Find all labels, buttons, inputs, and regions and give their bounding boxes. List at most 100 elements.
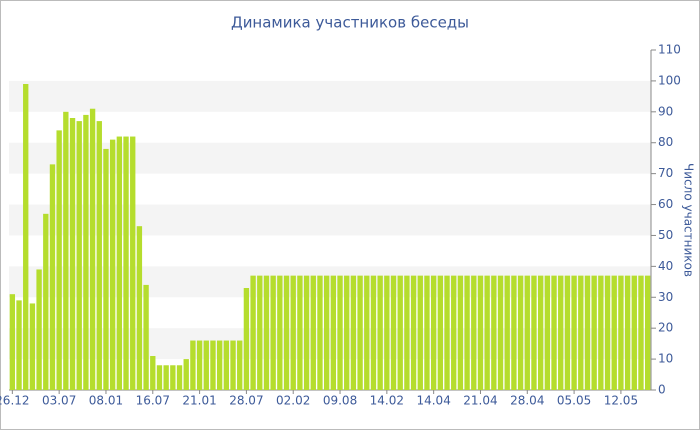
bar	[611, 275, 617, 390]
bar	[36, 269, 42, 390]
y-tick-label: 50	[658, 228, 673, 242]
bar	[250, 275, 256, 390]
bar	[604, 275, 611, 390]
x-tick-label: 02.02	[276, 394, 310, 408]
grid-band	[9, 142, 651, 174]
bar	[484, 275, 490, 390]
bar	[297, 275, 303, 390]
bar	[571, 275, 577, 390]
bar	[384, 275, 390, 390]
bar	[404, 275, 410, 390]
bar	[377, 275, 383, 390]
bar	[263, 275, 270, 390]
bar	[63, 111, 69, 391]
bar	[16, 300, 22, 390]
bar	[357, 275, 363, 390]
y-tick-label: 110	[658, 43, 681, 57]
x-tick-label: 16.07	[136, 394, 170, 408]
bar	[23, 84, 29, 390]
x-tick-label: 12.05	[604, 394, 638, 408]
bar	[598, 275, 604, 390]
bar	[390, 275, 397, 390]
x-tick-label: 14.02	[370, 394, 404, 408]
x-tick-label: 21.04	[463, 394, 497, 408]
bar	[564, 275, 571, 390]
bar	[631, 275, 637, 390]
bar	[410, 275, 417, 390]
bar	[83, 114, 89, 390]
grid-band	[9, 266, 651, 298]
bar	[638, 275, 644, 390]
y-tick-label: 70	[658, 166, 673, 180]
x-tick-label: 03.07	[42, 394, 76, 408]
bar	[558, 275, 564, 390]
bar	[76, 121, 82, 390]
bar	[43, 213, 49, 390]
bar	[143, 284, 149, 390]
bar	[323, 275, 330, 390]
bar	[150, 356, 156, 390]
bar	[578, 275, 584, 390]
bar	[537, 275, 544, 390]
bar	[243, 288, 250, 390]
bar	[471, 275, 477, 390]
bar	[123, 136, 129, 390]
y-tick-label: 0	[658, 383, 666, 397]
bar	[56, 130, 62, 390]
bar	[190, 340, 196, 390]
bar	[223, 340, 230, 390]
bar	[216, 340, 223, 390]
bar	[283, 275, 290, 390]
bar	[451, 275, 457, 390]
bar	[584, 275, 591, 390]
bar	[511, 275, 517, 390]
x-tick-label: 26.12	[0, 394, 30, 408]
y-tick-label: 20	[658, 321, 673, 335]
bar	[277, 275, 283, 390]
bar	[544, 275, 551, 390]
grid-band	[9, 328, 651, 360]
bar	[330, 275, 337, 390]
bar	[89, 108, 96, 391]
bar	[196, 340, 203, 390]
bar	[303, 275, 310, 390]
bar	[591, 275, 597, 390]
y-axis-title: Число участников	[682, 163, 696, 277]
bar	[524, 275, 530, 390]
x-tick-label: 28.07	[229, 394, 263, 408]
bar	[457, 275, 464, 390]
bar	[116, 136, 123, 390]
bar	[618, 275, 624, 390]
bar	[176, 365, 183, 390]
bar	[337, 275, 343, 390]
bar	[444, 275, 450, 390]
bar	[517, 275, 524, 390]
bar	[497, 275, 504, 390]
bar	[96, 121, 102, 390]
grid-band	[9, 80, 651, 112]
bar	[644, 275, 651, 390]
bar	[350, 275, 357, 390]
y-tick-label: 30	[658, 290, 673, 304]
bar	[49, 164, 56, 390]
bar	[237, 340, 243, 390]
bar	[9, 294, 16, 390]
y-tick-label: 100	[658, 73, 681, 87]
bar	[230, 340, 236, 390]
bar	[109, 139, 116, 390]
bar	[163, 365, 169, 390]
x-tick-label: 09.08	[323, 394, 357, 408]
bar	[417, 275, 423, 390]
bar	[210, 340, 216, 390]
bar	[370, 275, 377, 390]
bar	[344, 275, 350, 390]
x-tick-label: 05.05	[557, 394, 591, 408]
bar	[364, 275, 370, 390]
bar	[477, 275, 484, 390]
bar	[290, 275, 296, 390]
bar	[103, 148, 109, 390]
bar	[203, 340, 209, 390]
bar	[437, 275, 444, 390]
bar	[29, 303, 36, 390]
